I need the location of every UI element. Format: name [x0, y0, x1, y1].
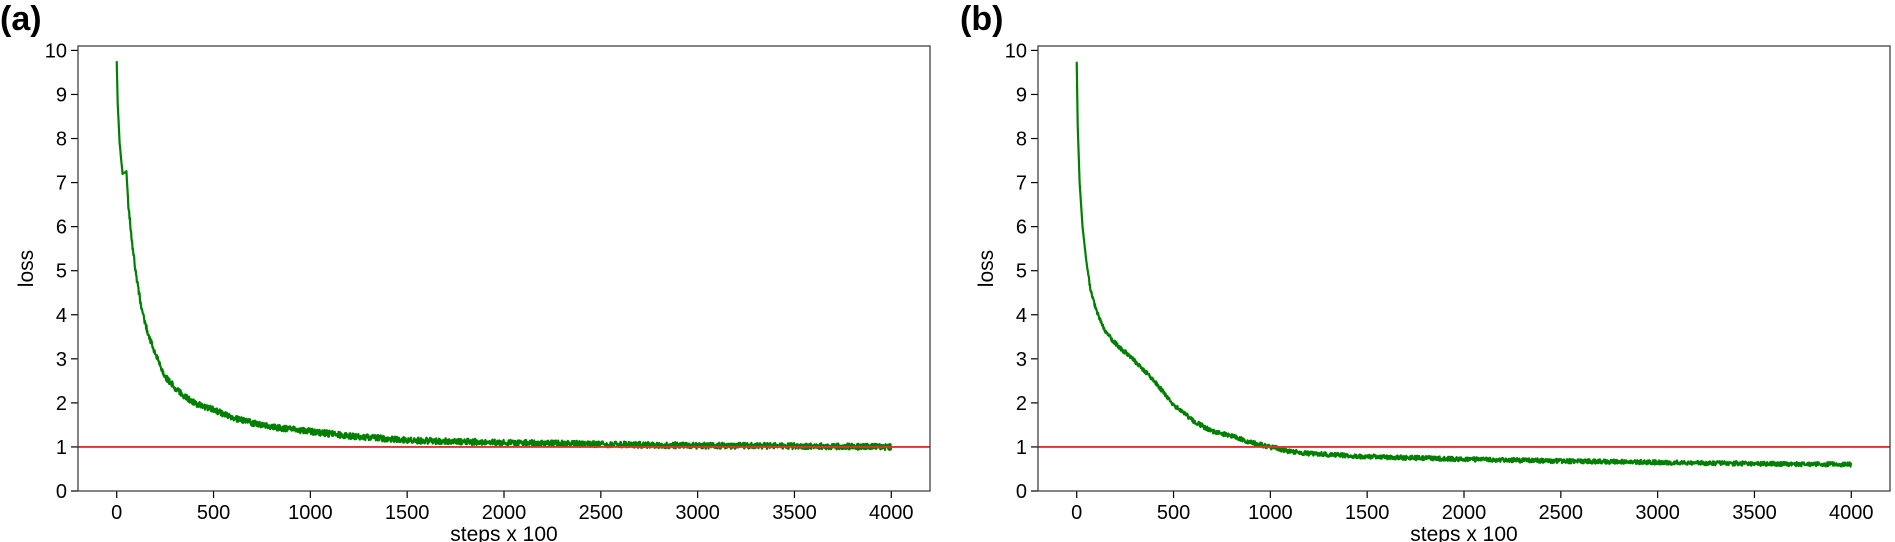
- x-tick-label: 3000: [1635, 502, 1680, 524]
- y-tick-label: 2: [56, 393, 67, 415]
- x-tick-label: 2000: [1442, 502, 1487, 524]
- y-tick-label: 7: [1016, 173, 1027, 195]
- y-tick-label: 9: [56, 84, 67, 106]
- y-axis-label: loss: [975, 250, 998, 287]
- chart-panel-a: (a) 0 1 2 3 4 5 6 7 8 9 10 0 500 1000 1500 2000 2500 3000…: [0, 0, 931, 542]
- x-tick-label: 1000: [288, 502, 333, 524]
- y-tick-label: 10: [1005, 40, 1027, 62]
- loss-series-line: [1075, 61, 1853, 468]
- y-axis-label: loss: [15, 250, 38, 287]
- y-tick-label: 0: [1016, 481, 1027, 503]
- y-tick-label: 9: [1016, 84, 1027, 106]
- x-tick-label: 2500: [579, 502, 624, 524]
- y-tick-label: 2: [1016, 393, 1027, 415]
- x-tick-label: 3000: [675, 502, 720, 524]
- y-tick-label: 5: [1016, 261, 1027, 283]
- x-tick-label: 1500: [1345, 502, 1390, 524]
- x-tick-label: 2500: [1539, 502, 1584, 524]
- y-tick-label: 1: [56, 437, 67, 459]
- x-tick-label: 4000: [1829, 502, 1874, 524]
- x-tick-label: 500: [1157, 502, 1190, 524]
- y-tick-label: 8: [1016, 129, 1027, 151]
- x-tick-label: 1000: [1248, 502, 1293, 524]
- x-tick-label: 500: [197, 502, 230, 524]
- x-tick-label: 2000: [482, 502, 527, 524]
- y-tick-label: 3: [56, 349, 67, 371]
- y-tick-label: 6: [56, 217, 67, 239]
- y-tick-label: 1: [1016, 437, 1027, 459]
- x-tick-label: 4000: [869, 502, 914, 524]
- panel-label-b: (b): [960, 0, 1004, 38]
- loss-series-line: [115, 61, 893, 452]
- x-tick-label: 3500: [1732, 502, 1777, 524]
- y-tick-label: 4: [56, 305, 67, 327]
- y-tick-label: 10: [45, 40, 67, 62]
- chart-panel-b: (b) 0 1 2 3 4 5 6 7 8 9 10 0 500 1000 1500 2000 2500 3000…: [960, 0, 1895, 542]
- x-tick-label: 0: [111, 502, 122, 524]
- x-axis-label: steps x 100: [450, 523, 557, 542]
- chart-a-svg: 0 1 2 3 4 5 6 7 8 9 10 0 500 1000 1500 2000 2500 3000 3500…: [15, 40, 931, 542]
- y-tick-label: 4: [1016, 305, 1027, 327]
- y-tick-label: 6: [1016, 217, 1027, 239]
- x-tick-label: 0: [1071, 502, 1082, 524]
- plot-frame: [1037, 45, 1891, 492]
- y-tick-label: 7: [56, 173, 67, 195]
- plot-frame: [77, 45, 931, 492]
- y-tick-label: 5: [56, 261, 67, 283]
- x-tick-label: 3500: [772, 502, 817, 524]
- y-tick-label: 3: [1016, 349, 1027, 371]
- x-tick-label: 1500: [385, 502, 430, 524]
- chart-b-svg: 0 1 2 3 4 5 6 7 8 9 10 0 500 1000 1500 2000 2500 3000 3500…: [975, 40, 1891, 542]
- panel-label-a: (a): [0, 0, 42, 38]
- y-tick-label: 0: [56, 481, 67, 503]
- x-axis-label: steps x 100: [1410, 523, 1517, 542]
- y-tick-label: 8: [56, 129, 67, 151]
